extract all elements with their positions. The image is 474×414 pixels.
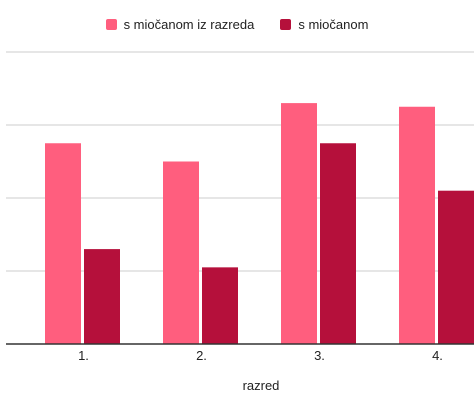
- x-axis-title: razred: [243, 378, 280, 393]
- legend-label-series-2: s miočanom: [298, 17, 369, 32]
- bar-2-4.: [438, 190, 474, 344]
- bar-2-3.: [320, 143, 356, 344]
- legend-swatch-series-1: [105, 19, 117, 30]
- x-tick-label: 3.: [314, 348, 325, 363]
- legend-swatch-series-2: [280, 19, 292, 30]
- legend: s miočanom iz razreda s miočanom: [0, 17, 474, 32]
- x-tick-label: 2.: [196, 348, 207, 363]
- bar-1-2.: [163, 161, 199, 344]
- bar-2-2.: [202, 267, 238, 344]
- x-tick-label: 1.: [78, 348, 89, 363]
- legend-label-series-1: s miočanom iz razreda: [123, 17, 255, 32]
- bar-1-3.: [281, 103, 317, 344]
- x-tick-label: 4.: [432, 348, 443, 363]
- bar-1-1.: [45, 143, 81, 344]
- bar-1-4.: [399, 106, 435, 344]
- legend-item-series-1[interactable]: s miočanom iz razreda: [105, 17, 255, 32]
- bar-2-1.: [84, 249, 120, 344]
- legend-item-series-2[interactable]: s miočanom: [280, 17, 368, 32]
